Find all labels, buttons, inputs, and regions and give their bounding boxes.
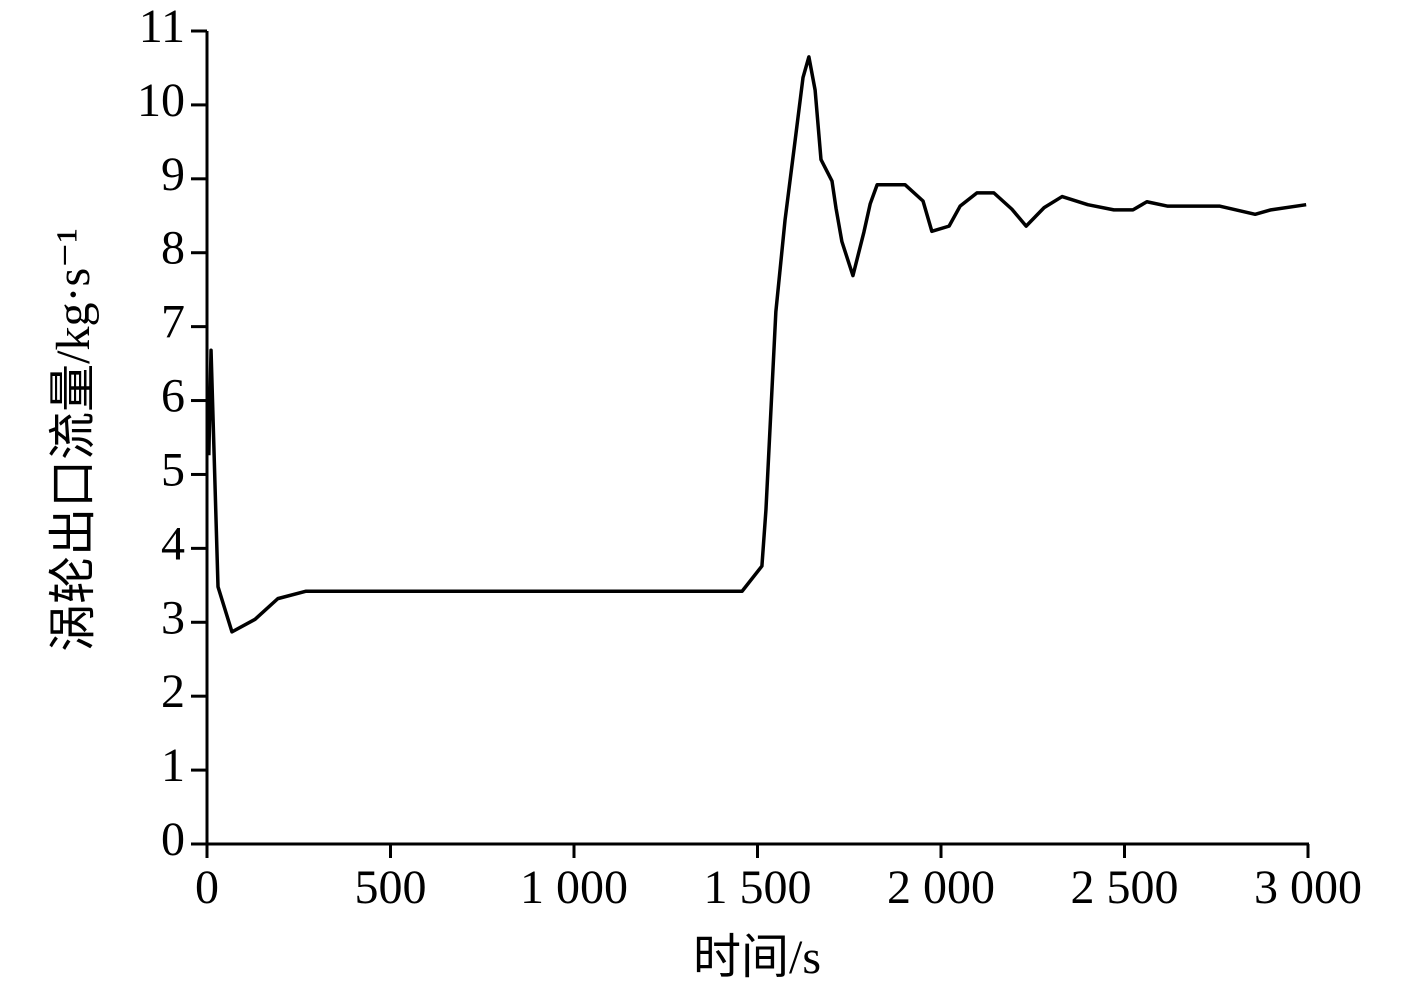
y-tick-label: 1 [161, 739, 185, 792]
y-tick-label: 0 [161, 813, 185, 866]
x-tick-label: 0 [195, 861, 219, 914]
y-tick-label: 4 [161, 517, 185, 570]
y-tick-label: 5 [161, 443, 185, 496]
y-tick-label: 2 [161, 665, 185, 718]
line-series [207, 55, 1307, 634]
y-tick-label: 11 [139, 0, 185, 53]
x-tick-label: 1 000 [520, 861, 628, 914]
y-tick-label: 9 [161, 148, 185, 201]
x-axis-label: 时间/s [693, 931, 821, 984]
y-axis-label: 涡轮出口流量/kg·s⁻¹ [47, 228, 100, 652]
y-tick-label: 10 [137, 74, 185, 127]
x-tick-label: 1 500 [704, 861, 812, 914]
y-tick-label: 7 [161, 296, 185, 349]
x-tick-label: 2 500 [1071, 861, 1179, 914]
y-tick-label: 6 [161, 370, 185, 423]
x-tick-label: 3 000 [1254, 861, 1362, 914]
x-tick-label: 2 000 [887, 861, 995, 914]
y-tick-label: 3 [161, 591, 185, 644]
x-tick-label: 500 [355, 861, 427, 914]
y-tick-label: 8 [161, 222, 185, 275]
